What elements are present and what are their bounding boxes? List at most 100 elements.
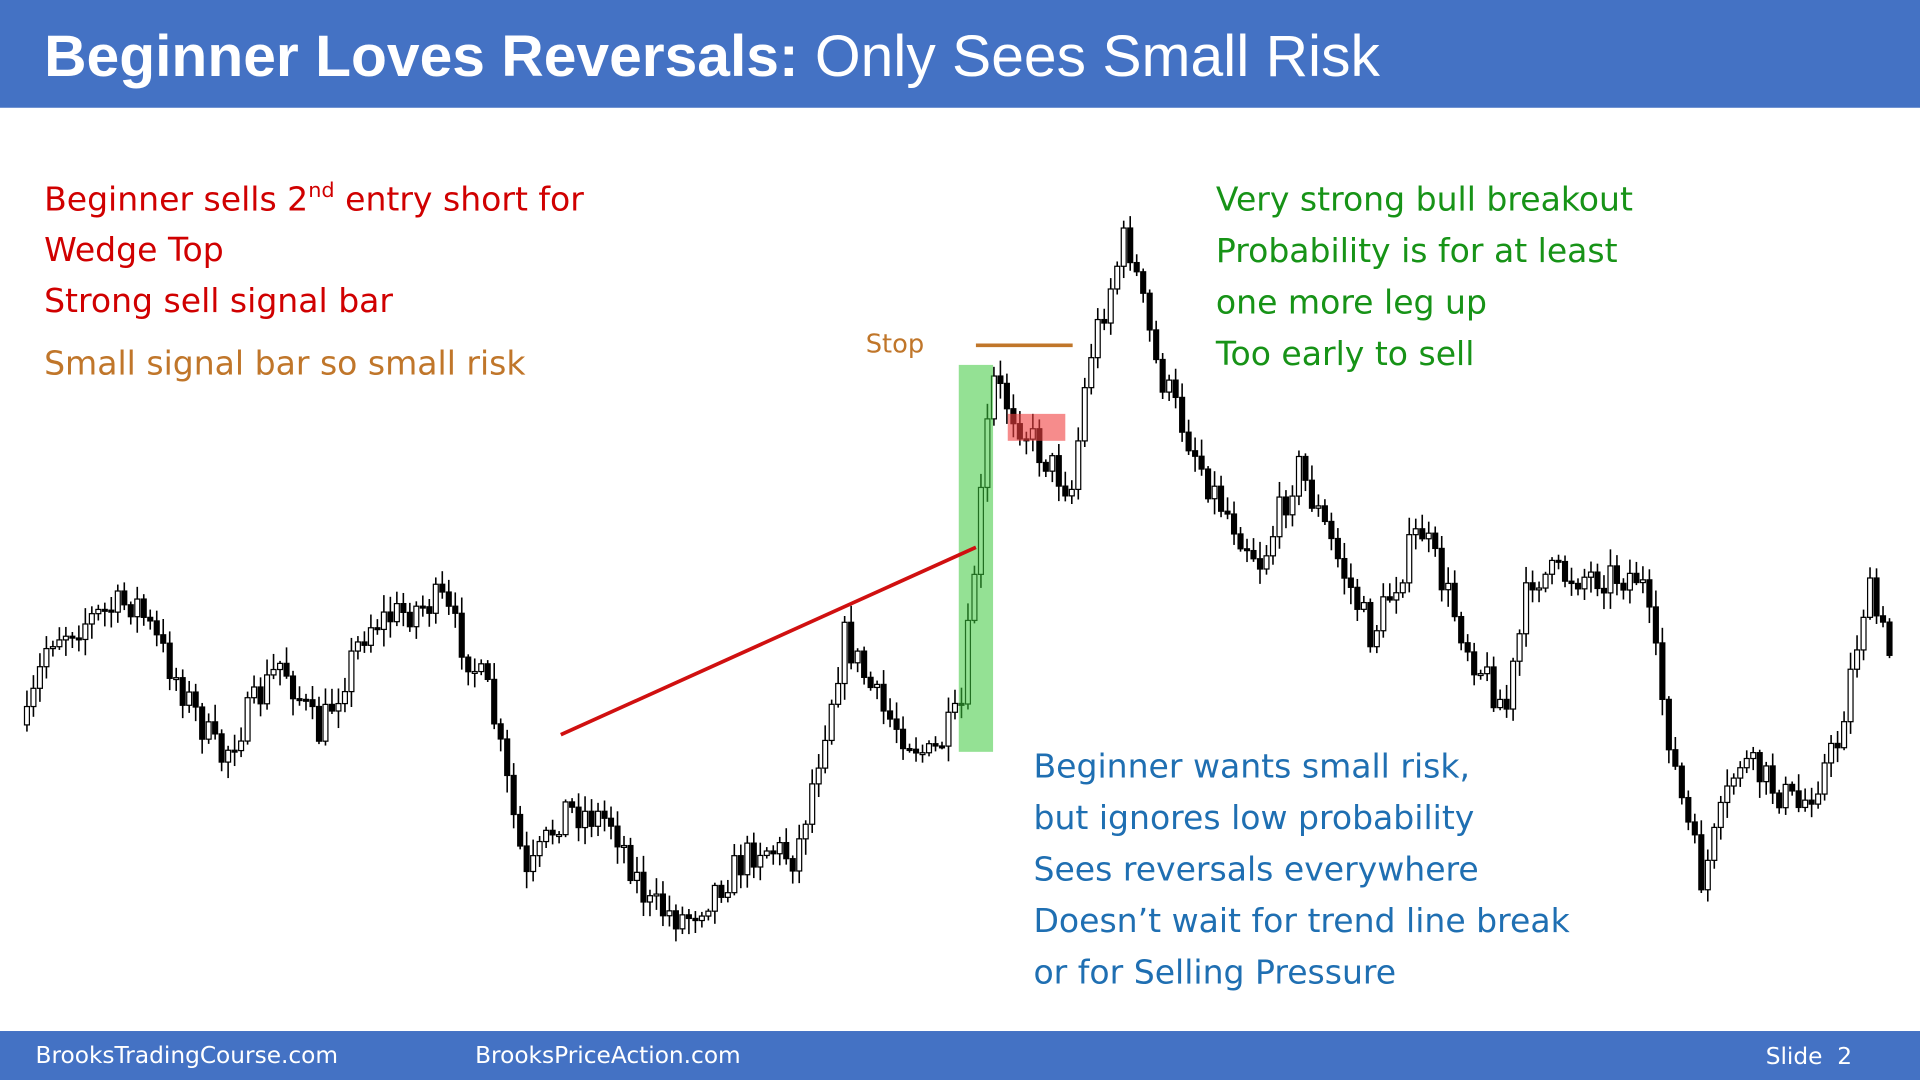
candle	[1613, 555, 1620, 596]
candle	[646, 889, 654, 917]
note-line: one more leg up	[1216, 282, 1487, 321]
candle	[147, 609, 154, 630]
candle	[809, 769, 816, 833]
body	[530, 855, 537, 873]
candle	[1068, 480, 1075, 504]
candle	[783, 828, 790, 865]
candle	[62, 626, 69, 656]
candle	[1399, 579, 1406, 598]
candle	[711, 882, 718, 924]
body	[776, 841, 783, 855]
body	[1120, 227, 1127, 267]
body	[1153, 329, 1160, 361]
body	[1464, 642, 1471, 653]
body	[1386, 596, 1393, 601]
body	[517, 813, 524, 847]
candle	[1094, 308, 1101, 369]
candle	[1224, 497, 1231, 520]
candle	[1542, 571, 1549, 593]
body	[620, 844, 628, 849]
candle	[1724, 769, 1731, 818]
body	[666, 910, 673, 917]
body	[400, 603, 407, 614]
body	[828, 703, 835, 742]
body	[1795, 790, 1802, 809]
candle	[1003, 373, 1010, 424]
note-line: Sees reversals everywhere	[1033, 849, 1478, 888]
body	[413, 605, 420, 628]
body	[88, 613, 95, 625]
body	[1594, 571, 1601, 590]
candle	[380, 595, 387, 647]
candle	[815, 754, 822, 798]
note-line: Probability is for at least	[1216, 231, 1618, 270]
candle	[698, 911, 705, 928]
body	[1789, 783, 1796, 792]
candle	[666, 895, 673, 927]
candle	[413, 601, 420, 639]
body	[1406, 534, 1413, 584]
candle	[874, 680, 881, 700]
candle	[1464, 634, 1471, 662]
body	[439, 583, 446, 593]
candle	[1471, 642, 1478, 686]
candle	[270, 653, 277, 680]
body	[536, 840, 543, 857]
body	[452, 605, 459, 614]
body	[1133, 261, 1140, 273]
body	[887, 710, 894, 720]
body	[1620, 582, 1627, 591]
left-notes: Beginner sells 2nd entry short for Wedge…	[44, 178, 584, 320]
candle	[614, 811, 621, 864]
candle	[1049, 452, 1056, 483]
body	[1159, 358, 1166, 393]
body	[361, 641, 368, 646]
body	[1289, 495, 1296, 516]
body	[114, 590, 121, 613]
body	[1230, 513, 1238, 535]
body	[653, 893, 660, 897]
candle	[822, 725, 829, 774]
body	[640, 871, 647, 903]
candle	[692, 911, 699, 934]
body	[1081, 387, 1088, 442]
body	[1295, 455, 1303, 497]
candle	[1704, 849, 1711, 902]
body	[815, 767, 822, 785]
body	[1536, 587, 1543, 591]
candle	[1594, 563, 1601, 597]
candle	[1607, 549, 1614, 609]
candle	[1445, 567, 1452, 607]
body	[1224, 510, 1231, 515]
body	[231, 749, 238, 753]
candle	[893, 702, 900, 744]
body	[1075, 440, 1082, 491]
body	[36, 666, 43, 689]
body	[1282, 496, 1290, 516]
body	[510, 774, 517, 816]
candle	[1743, 750, 1750, 774]
body	[1763, 765, 1770, 783]
candle	[491, 663, 498, 730]
body	[432, 583, 439, 614]
body	[1328, 520, 1335, 540]
body	[419, 605, 426, 609]
body	[1166, 379, 1173, 393]
candle	[1380, 583, 1387, 638]
body	[1523, 582, 1530, 635]
candle	[478, 659, 485, 676]
candle	[543, 826, 550, 849]
body	[1724, 785, 1731, 804]
candle	[296, 686, 303, 706]
body	[95, 608, 102, 615]
body	[1808, 799, 1815, 805]
candle	[43, 636, 50, 679]
body	[1691, 821, 1698, 836]
body	[718, 884, 725, 898]
body	[938, 745, 946, 749]
body	[484, 663, 491, 681]
body	[426, 606, 433, 614]
body	[802, 823, 809, 840]
body	[82, 623, 89, 641]
candle	[88, 606, 95, 639]
